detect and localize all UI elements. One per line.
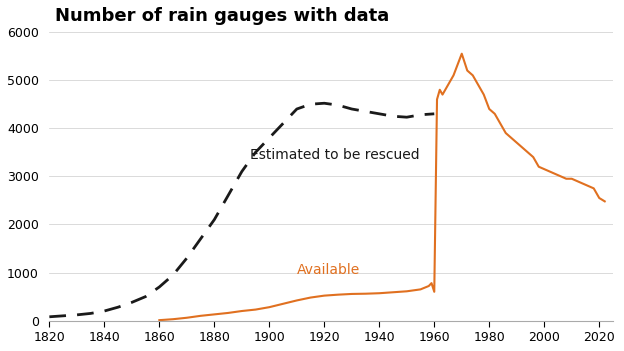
Text: Number of rain gauges with data: Number of rain gauges with data [55, 7, 389, 25]
Text: Estimated to be rescued: Estimated to be rescued [250, 148, 420, 162]
Text: Available: Available [297, 263, 360, 277]
